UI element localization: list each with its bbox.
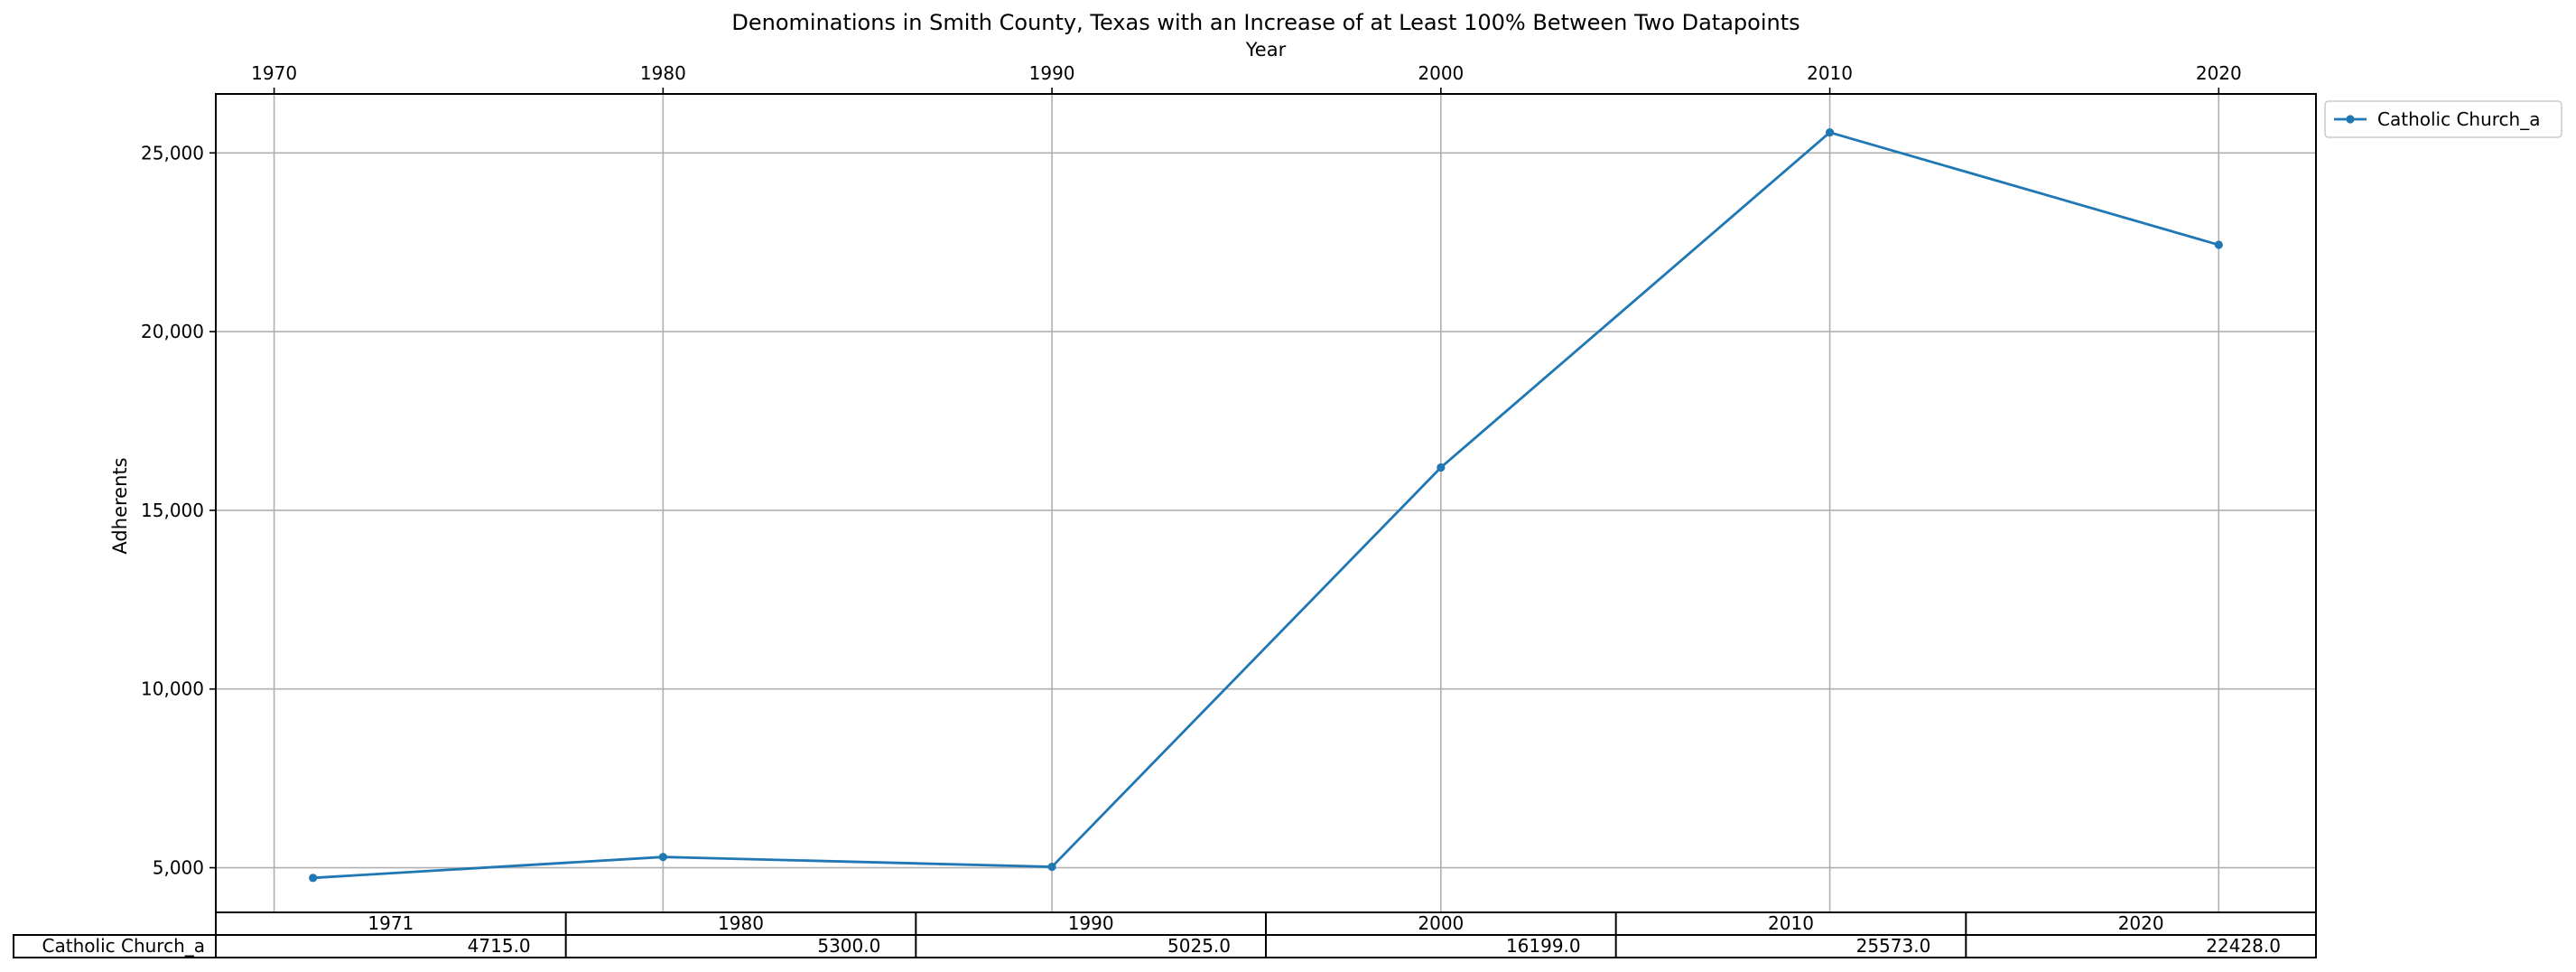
x-tick-label: 2010	[1807, 62, 1853, 84]
x-tick-label: 1970	[251, 62, 297, 84]
table-column-header: 2010	[1768, 912, 1814, 934]
x-tick-label: 2020	[2196, 62, 2242, 84]
data-table: 1971 1980 1990 2000 2010 2020 Catholic Church_…	[13, 911, 2317, 958]
table-data-row	[13, 934, 2317, 958]
chart-title: Denominations in Smith County, Texas wit…	[731, 10, 1799, 35]
table-column-header: 1990	[1068, 912, 1114, 934]
data-point	[1047, 862, 1056, 872]
legend-marker-swatch	[2346, 115, 2355, 124]
legend-label: Catholic Church_a	[2377, 108, 2540, 130]
table-column-header: 2000	[1418, 912, 1464, 934]
data-point	[1825, 128, 1835, 137]
x-axis-label: Year	[1245, 39, 1287, 61]
table-cell: 16199.0	[1506, 935, 1581, 957]
table-cell: 4715.0	[468, 935, 531, 957]
table-column-header: 1971	[367, 912, 414, 934]
y-axis-label: Adherents	[109, 457, 131, 554]
y-tick-label: 5,000	[153, 857, 204, 879]
data-point	[309, 874, 318, 883]
legend: Catholic Church_a	[2324, 100, 2562, 138]
x-tick-label: 1990	[1029, 62, 1075, 84]
axis-ticks: 1970 1980 1990 2000 2010 2020 5,000 10,000 15,00…	[141, 62, 2242, 879]
y-tick-label: 20,000	[141, 321, 204, 342]
table-column-header: 2020	[2118, 912, 2164, 934]
table-column-header: 1980	[718, 912, 764, 934]
data-point	[1437, 463, 1446, 472]
y-tick-label: 15,000	[141, 500, 204, 521]
table-cell: 5025.0	[1167, 935, 1231, 957]
legend-box	[2324, 100, 2562, 138]
y-tick-label: 10,000	[141, 678, 204, 700]
table-cell: 25573.0	[1856, 935, 1931, 957]
table-cell: 5300.0	[817, 935, 880, 957]
data-point	[658, 853, 667, 862]
table-row-label: Catholic Church_a	[42, 935, 205, 957]
x-tick-label: 2000	[1418, 62, 1464, 84]
plot-series	[309, 128, 2223, 883]
data-point	[2214, 240, 2223, 249]
grid-lines	[216, 94, 2316, 912]
table-cell: 22428.0	[2206, 935, 2281, 957]
x-tick-label: 1980	[640, 62, 686, 84]
plot-frame	[215, 93, 2317, 913]
y-tick-label: 25,000	[141, 142, 204, 164]
series-line	[312, 131, 2219, 880]
